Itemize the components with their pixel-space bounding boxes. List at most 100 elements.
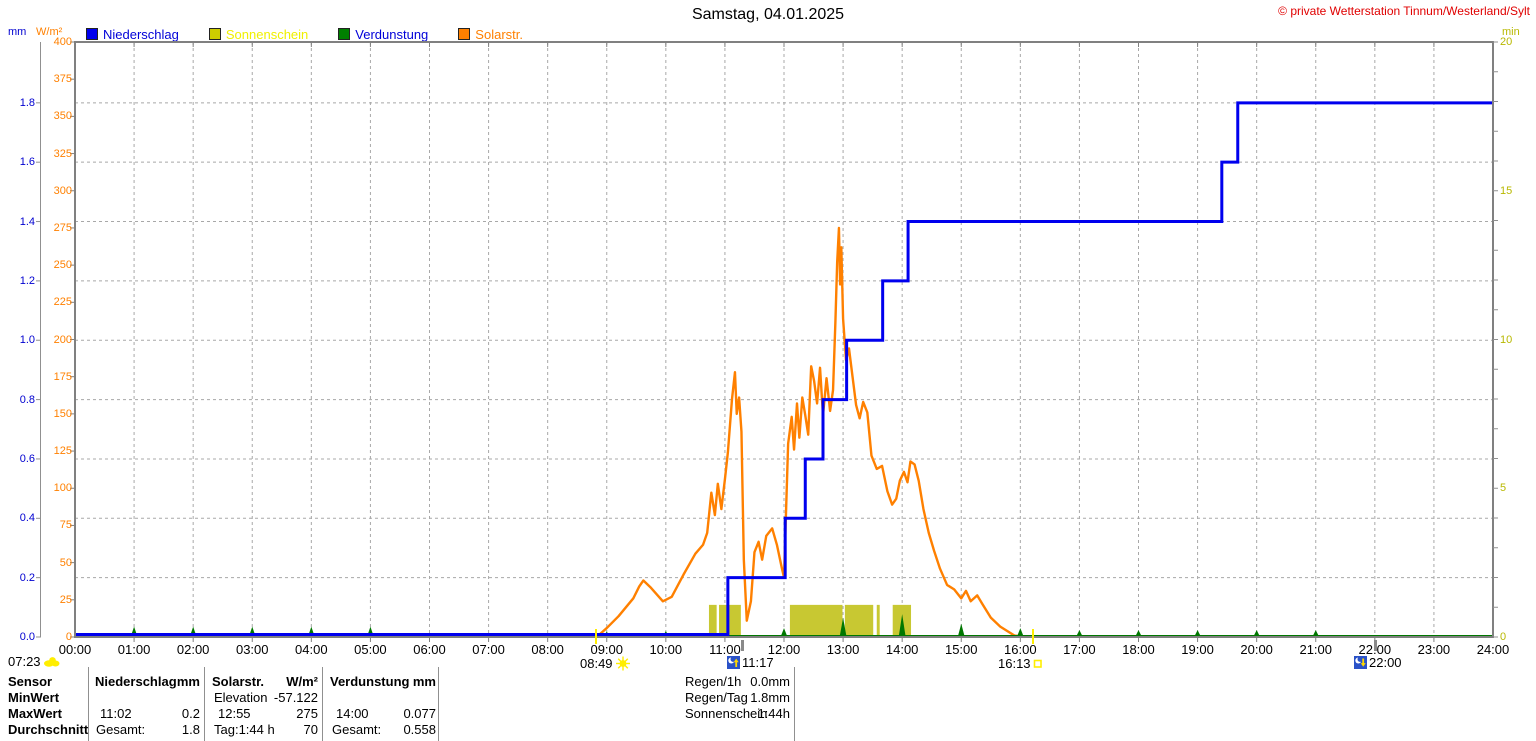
mm-tick-label: 0.0 bbox=[19, 631, 35, 643]
verdunstung-total-label: Gesamt: bbox=[332, 722, 382, 737]
hour-tick-label: 02:00 bbox=[176, 642, 210, 657]
hour-tick-label: 08:00 bbox=[531, 642, 564, 657]
dawn-time: 07:23 bbox=[8, 654, 41, 669]
moonset-tick bbox=[1374, 640, 1377, 651]
left-axis-unit-mm: mm bbox=[8, 26, 27, 38]
sunrise-marker: 08:49 bbox=[580, 656, 631, 671]
wm2-tick-label: 100 bbox=[53, 482, 72, 495]
wm2-tick-label: 0 bbox=[65, 631, 72, 643]
table-divider bbox=[88, 667, 89, 741]
legend-label: Solarstr. bbox=[475, 26, 523, 42]
hour-tick-label: 11:00 bbox=[709, 642, 741, 657]
solarstr-max-time: 12:55 bbox=[218, 706, 251, 721]
moonset-marker: 22:00 bbox=[1354, 655, 1402, 670]
solarstr-swatch-icon bbox=[458, 28, 471, 40]
solarstr-max-value: 275 bbox=[296, 706, 318, 721]
sunrise-time: 08:49 bbox=[580, 656, 613, 671]
min-tick-label: 20 bbox=[1500, 36, 1513, 48]
legend-label: Verdunstung bbox=[355, 26, 429, 42]
legend-item-verdunstung: Verdunstung bbox=[338, 26, 429, 42]
min-tick-label: 0 bbox=[1500, 631, 1507, 643]
row-header-minwert: MinWert bbox=[8, 690, 60, 705]
wm2-tick-label: 375 bbox=[53, 73, 72, 86]
legend-label: Niederschlag bbox=[103, 26, 179, 42]
moonrise-time: 11:17 bbox=[742, 655, 774, 670]
hour-tick-label: 21:00 bbox=[1299, 642, 1333, 657]
wm2-tick-label: 225 bbox=[53, 296, 72, 309]
solarstr-elevation-value: -57.122 bbox=[273, 690, 318, 705]
hour-tick-label: 07:00 bbox=[472, 642, 505, 657]
mm-tick-label: 1.6 bbox=[19, 156, 35, 169]
mm-tick-label: 1.0 bbox=[19, 334, 35, 347]
hour-tick-label: 05:00 bbox=[354, 642, 387, 657]
regen-1h-label: Regen/1h bbox=[685, 674, 742, 689]
table-divider bbox=[204, 667, 205, 741]
solarstr-avg-value: 70 bbox=[303, 722, 318, 737]
hour-tick-label: 01:00 bbox=[117, 642, 151, 657]
hour-tick-label: 09:00 bbox=[590, 642, 624, 657]
wm2-tick-label: 150 bbox=[53, 407, 72, 420]
table-divider bbox=[794, 667, 795, 741]
wm2-tick-label: 125 bbox=[53, 445, 72, 458]
mm-tick-label: 1.4 bbox=[19, 215, 35, 228]
legend-label: Sonnenschein bbox=[225, 26, 309, 42]
sunset-time: 16:13 bbox=[998, 656, 1031, 671]
wm2-tick-label: 200 bbox=[53, 333, 72, 346]
row-header-durchschnitt: Durchschnitt bbox=[8, 722, 89, 737]
dawn-marker: 07:23 bbox=[8, 654, 60, 669]
moonrise-marker: 11:17 bbox=[727, 655, 774, 670]
moonrise-tick bbox=[741, 640, 744, 651]
page-title: Samstag, 04.01.2025 bbox=[691, 6, 845, 23]
hour-tick-label: 15:00 bbox=[944, 642, 978, 657]
wm2-tick-label: 50 bbox=[59, 556, 72, 569]
legend-item-solarstr: Solarstr. bbox=[458, 26, 523, 42]
col-solarstr-unit: W/m² bbox=[286, 674, 318, 689]
niederschlag-total-label: Gesamt: bbox=[96, 722, 146, 737]
hour-tick-label: 10:00 bbox=[649, 642, 683, 657]
verdunstung-max-time: 14:00 bbox=[336, 706, 369, 721]
table-divider bbox=[438, 667, 439, 741]
sunrise-tick bbox=[595, 629, 597, 644]
col-solarstr-name: Solarstr. bbox=[212, 674, 265, 689]
cloud-icon bbox=[43, 657, 60, 667]
solarstr-elevation-label: Elevation bbox=[214, 690, 268, 705]
verdunstung-swatch-icon bbox=[338, 28, 351, 40]
copyright-notice: © private Wetterstation Tinnum/Westerlan… bbox=[1278, 4, 1530, 18]
regen-1h-value: 0.0mm bbox=[750, 674, 790, 689]
sunset-marker: 16:13 bbox=[998, 656, 1043, 671]
mm-tick-label: 0.4 bbox=[19, 512, 35, 525]
min-tick-label: 5 bbox=[1500, 482, 1507, 495]
verdunstung-max-value: 0.077 bbox=[403, 706, 436, 721]
mm-tick-label: 1.8 bbox=[19, 96, 35, 109]
regen-tag-label: Regen/Tag bbox=[685, 690, 748, 705]
sun-outline-icon bbox=[1033, 659, 1042, 668]
mm-tick-label: 0.6 bbox=[19, 452, 35, 465]
wm2-tick-label: 350 bbox=[53, 110, 72, 123]
hour-tick-label: 16:00 bbox=[1004, 642, 1037, 657]
regen-tag-value: 1.8mm bbox=[750, 690, 790, 705]
moonrise-icon bbox=[727, 656, 740, 669]
wm2-tick-label: 75 bbox=[59, 519, 72, 532]
sonnenschein-label: Sonnenschein bbox=[685, 706, 768, 721]
mm-tick-label: 0.2 bbox=[19, 571, 35, 584]
niederschlag-swatch-icon bbox=[86, 28, 98, 40]
mm-tick-label: 0.8 bbox=[19, 393, 35, 406]
wm2-tick-label: 175 bbox=[53, 370, 72, 383]
wm2-tick-label: 300 bbox=[53, 184, 72, 197]
wm2-tick-label: 25 bbox=[59, 593, 72, 606]
niederschlag-max-value: 0.2 bbox=[181, 706, 200, 721]
hour-tick-label: 04:00 bbox=[295, 642, 328, 657]
col-verdunstung-name: Verdunstung bbox=[330, 674, 410, 689]
sonnenschein-value: 1:44h bbox=[757, 706, 790, 721]
solarstr-day-label: Tag:1:44 h bbox=[214, 722, 275, 737]
niederschlag-total-value: 1.8 bbox=[181, 722, 200, 737]
min-tick-label: 10 bbox=[1500, 333, 1513, 346]
hour-tick-label: 23:00 bbox=[1417, 642, 1451, 657]
moonset-time: 22:00 bbox=[1369, 655, 1402, 670]
min-tick-label: 15 bbox=[1500, 184, 1513, 197]
sunset-tick bbox=[1032, 629, 1034, 644]
hour-tick-label: 00:00 bbox=[58, 642, 92, 657]
wm2-tick-label: 275 bbox=[53, 221, 72, 234]
legend-item-niederschlag: Niederschlag bbox=[86, 26, 179, 42]
